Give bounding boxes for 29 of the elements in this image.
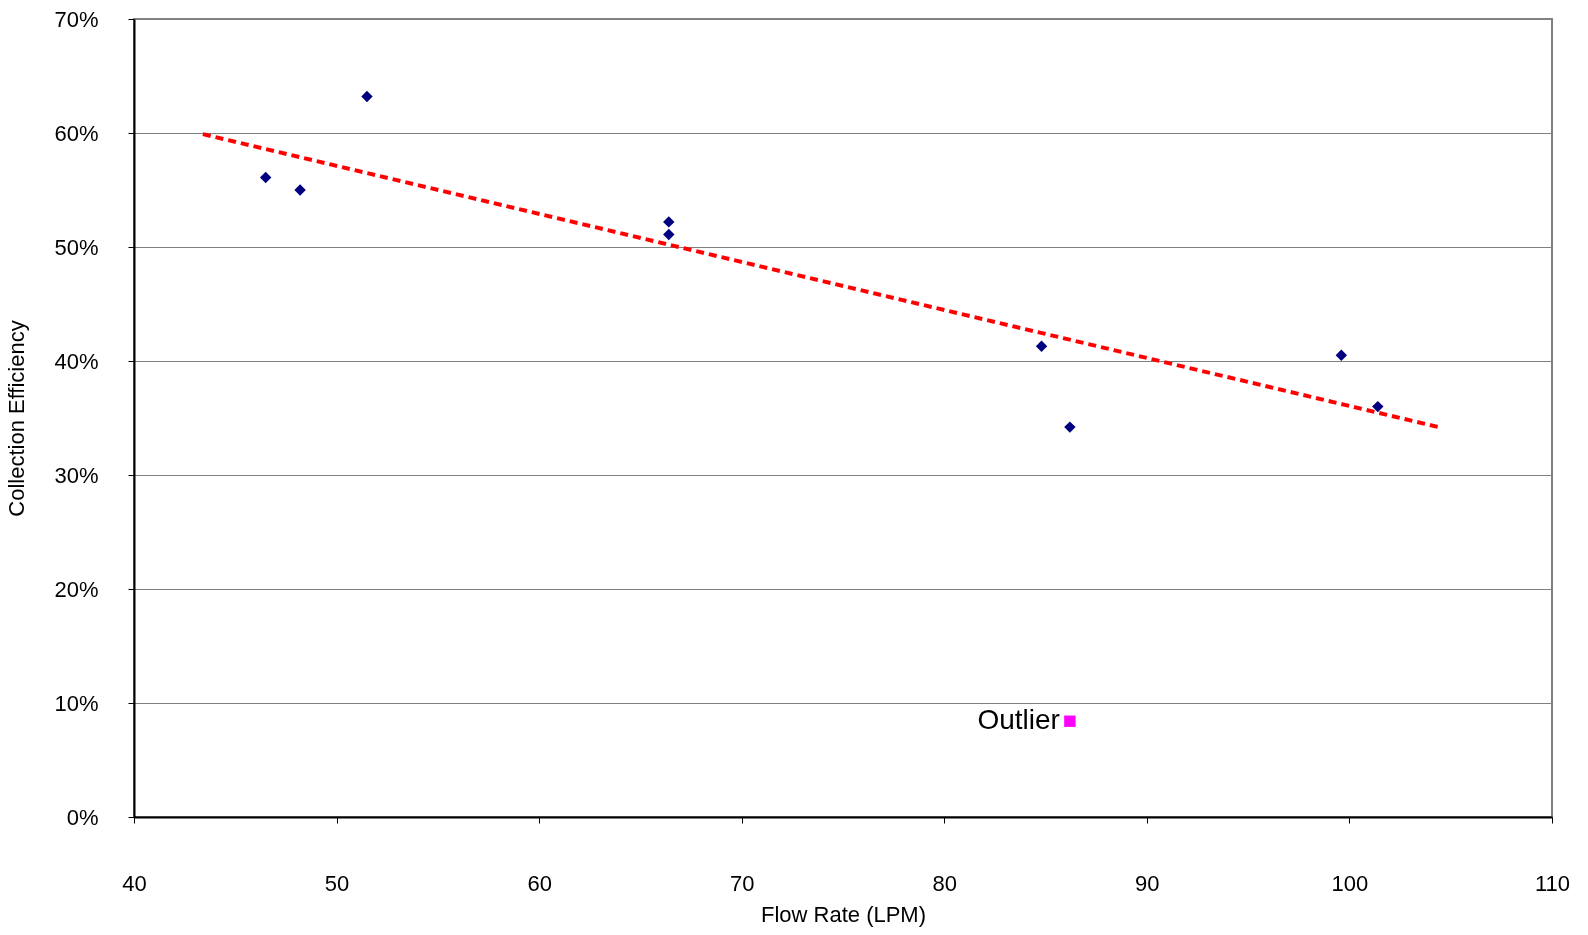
point [663, 228, 675, 241]
y-tick-label: 30% [54, 462, 99, 488]
x-axis-title: Flow Rate (LPM) [760, 901, 927, 927]
x-tick-label: 70 [729, 870, 755, 896]
point [294, 184, 306, 196]
y-tick-label: 50% [54, 234, 99, 260]
y-tick-label: 60% [54, 120, 99, 146]
x-tick-label: 40 [122, 870, 147, 896]
y-tick-label: 10% [54, 690, 99, 716]
y-tick-label: 20% [54, 576, 99, 602]
point [1064, 715, 1076, 727]
x-tick-label: 110 [1534, 870, 1571, 896]
x-tick-label: 60 [527, 870, 552, 896]
x-tick-label: 100 [1331, 870, 1369, 896]
y-tick-label: 0% [66, 804, 99, 830]
y-tick-label: 70% [54, 6, 99, 32]
point [259, 171, 272, 184]
x-tick-label: 50 [324, 870, 350, 896]
y-axis-title: Collection Efficiency [4, 320, 30, 517]
x-tick-label: 80 [932, 870, 958, 896]
point [663, 216, 675, 228]
point [1064, 421, 1076, 433]
x-tick-label: 90 [1135, 870, 1160, 896]
point [1372, 400, 1384, 413]
point [361, 90, 373, 103]
point [1035, 340, 1048, 352]
annotation: Outlier [977, 704, 1060, 736]
y-tick-label: 40% [54, 348, 99, 374]
point [1335, 349, 1348, 361]
